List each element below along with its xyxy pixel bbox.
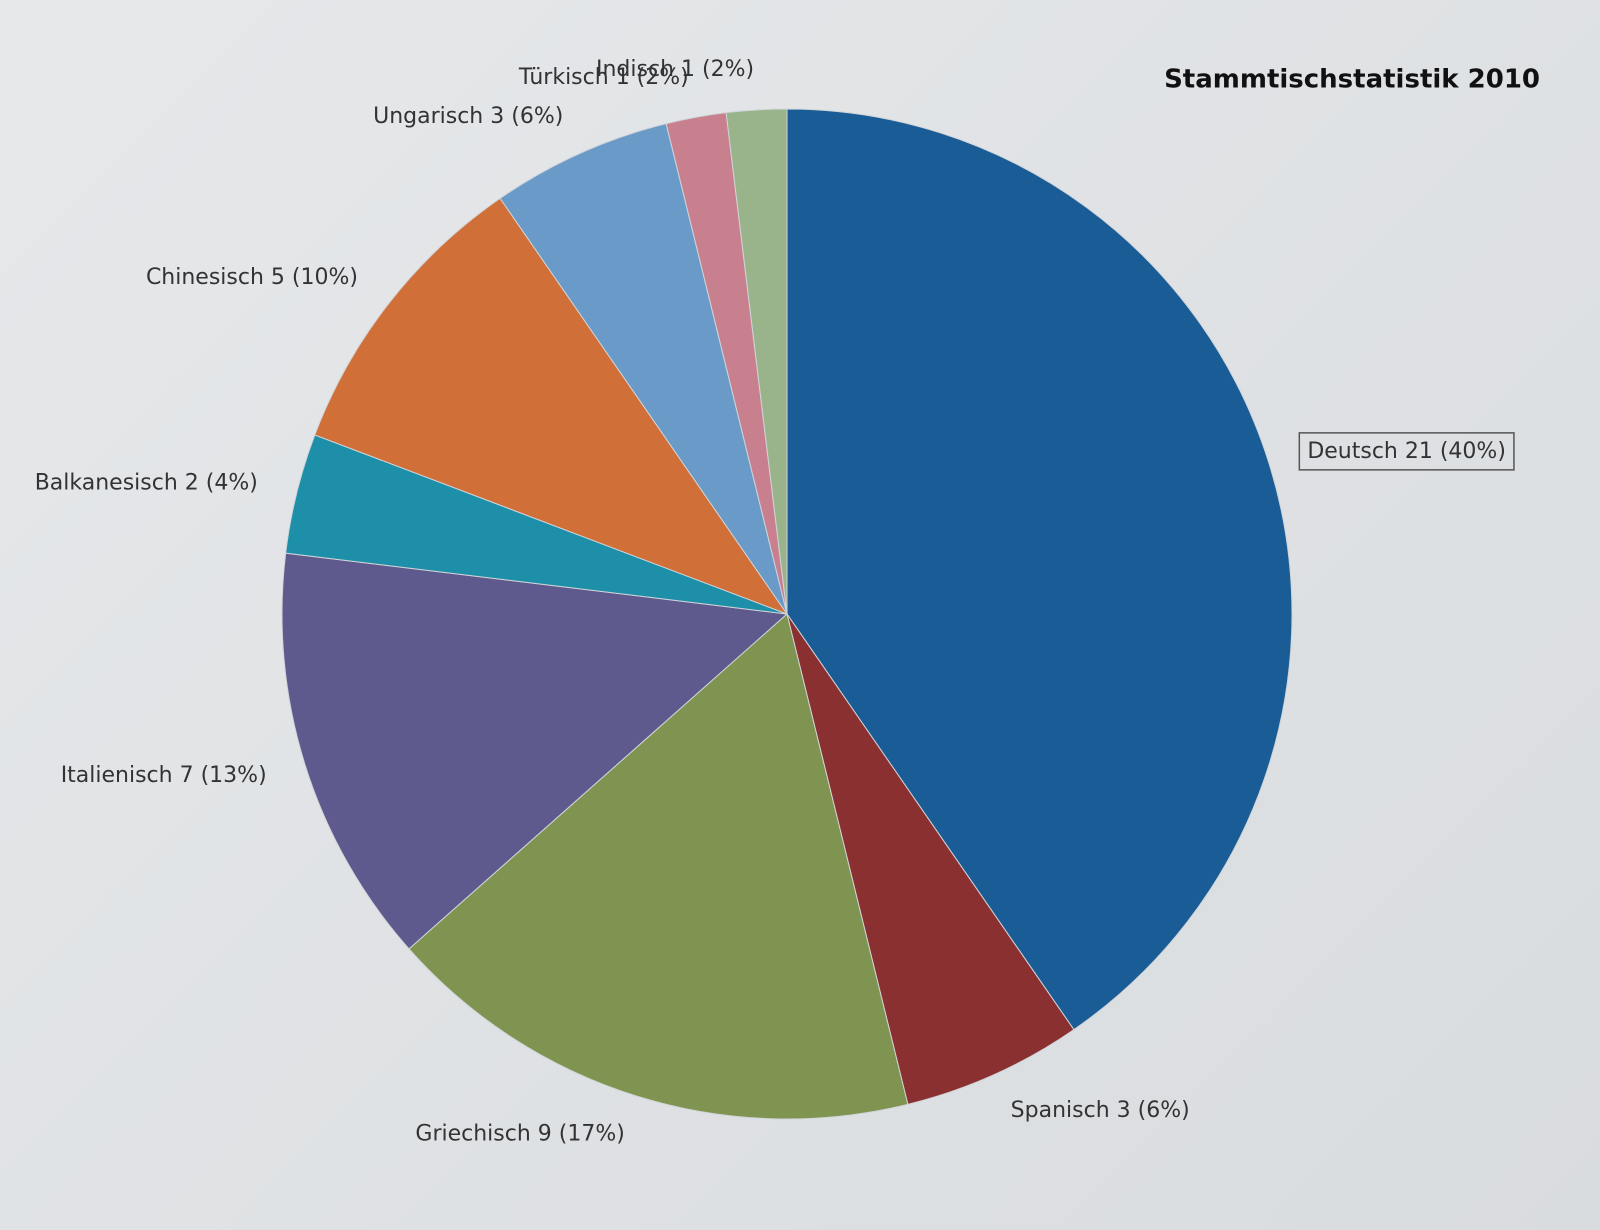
slice-value-label: 3 (6%): [490, 104, 563, 129]
slice-label: Türkisch 1 (2%): [518, 65, 689, 90]
slice-label: Balkanesisch 2 (4%): [35, 471, 258, 496]
pie-slice: [499, 123, 788, 615]
slice-category: Italienisch: [61, 763, 173, 788]
slice-category: Türkisch: [518, 65, 609, 90]
selection-box: [1298, 432, 1515, 471]
slice-category: Balkanesisch: [35, 471, 178, 496]
slice-label: Spanisch 3 (6%): [1011, 1098, 1190, 1123]
slice-label: Indisch 1 (2%): [596, 57, 754, 82]
slice-value-label: 9 (17%): [538, 1121, 625, 1146]
slice-value-label: 21 (40%): [1405, 439, 1506, 464]
slice-label: Ungarisch 3 (6%): [373, 104, 563, 129]
slice-label: Griechisch 9 (17%): [415, 1121, 624, 1146]
slice-value-label: 1 (2%): [681, 57, 754, 82]
slice-category: Griechisch: [415, 1121, 530, 1146]
slice-value-label: 7 (13%): [180, 763, 267, 788]
slice-label: Italienisch 7 (13%): [61, 763, 267, 788]
slice-category: Deutsch: [1307, 439, 1398, 464]
pie-slice: [314, 197, 789, 616]
pie-slice: [281, 552, 789, 950]
slice-category: Ungarisch: [373, 104, 483, 129]
slice-value-label: 2 (4%): [185, 471, 258, 496]
slice-value-label: 1 (2%): [616, 65, 689, 90]
chart-title: Stammtischstatistik 2010: [1164, 65, 1540, 95]
slice-label: Chinesisch 5 (10%): [146, 265, 358, 290]
slice-category: Indisch: [596, 57, 674, 82]
pie-slice: [786, 108, 1293, 1031]
slice-category: Chinesisch: [146, 265, 264, 290]
slice-value-label: 3 (6%): [1117, 1098, 1190, 1123]
slice-label: Deutsch 21 (40%): [1307, 439, 1506, 464]
slice-category: Spanisch: [1011, 1098, 1110, 1123]
slice-value-label: 5 (10%): [271, 265, 358, 290]
pie-slice: [725, 108, 788, 615]
pie-slice: [786, 613, 1075, 1105]
pie-slice: [408, 613, 909, 1120]
